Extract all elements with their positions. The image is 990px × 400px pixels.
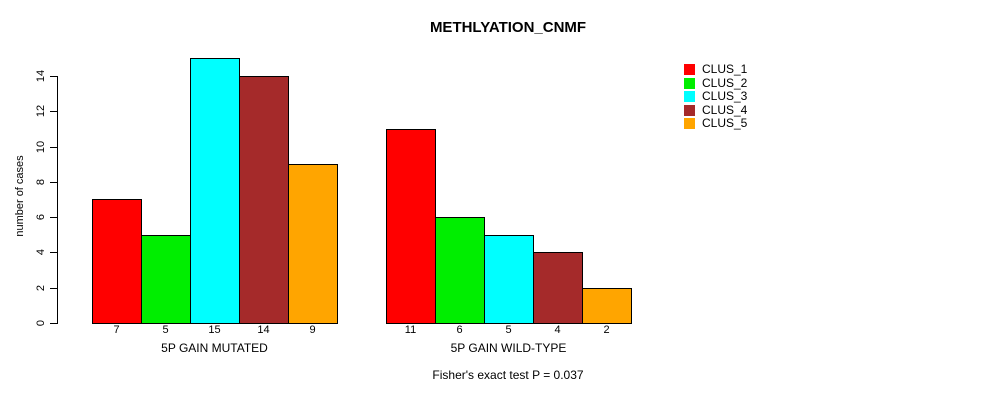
legend-label: CLUS_3 xyxy=(702,89,748,103)
legend-swatch xyxy=(684,104,695,116)
legend-label: CLUS_2 xyxy=(702,75,748,90)
bar xyxy=(288,164,338,324)
legend-swatch xyxy=(684,77,695,89)
bar xyxy=(190,58,240,324)
legend-swatch xyxy=(684,91,695,102)
bar-value-label: 5 xyxy=(505,324,512,336)
bar xyxy=(582,287,632,324)
y-axis-tick xyxy=(50,181,57,183)
y-axis-tick xyxy=(50,252,57,254)
chart-title: METHLYATION_CNMF xyxy=(429,19,587,36)
bar-value-label: 6 xyxy=(456,324,463,336)
bar-value-label: 14 xyxy=(257,324,270,336)
legend-label: CLUS_1 xyxy=(702,62,748,76)
y-axis-tick xyxy=(50,217,57,219)
y-axis-tick xyxy=(50,323,57,324)
annotation-text: Fisher's exact test P = 0.037 xyxy=(432,368,584,382)
legend-label: CLUS_5 xyxy=(702,116,748,130)
y-axis-tick xyxy=(50,75,57,77)
bar-value-label: 2 xyxy=(603,324,610,336)
bar-value-label: 9 xyxy=(309,324,316,336)
bar-value-label: 11 xyxy=(404,324,417,336)
x-group-label: 5P GAIN MUTATED xyxy=(161,341,268,355)
y-axis-tick xyxy=(50,111,57,113)
bar xyxy=(533,252,583,324)
y-axis-tick-label: 12 xyxy=(35,105,47,118)
bar-value-label: 15 xyxy=(208,324,221,336)
y-axis-tick-label: 8 xyxy=(35,178,47,185)
bar xyxy=(484,234,534,324)
bar xyxy=(92,199,142,324)
bar-value-label: 5 xyxy=(162,324,169,336)
y-axis-tick-label: 6 xyxy=(35,214,47,221)
y-axis-label: number of cases xyxy=(14,155,26,237)
legend-swatch xyxy=(684,118,695,129)
y-axis-tick-label: 4 xyxy=(35,249,47,256)
legend-label: CLUS_4 xyxy=(702,102,748,117)
y-axis-tick xyxy=(50,146,57,148)
bar xyxy=(435,217,485,324)
y-axis-tick-label: 14 xyxy=(35,69,47,83)
y-axis-line xyxy=(57,75,58,324)
x-group-label: 5P GAIN WILD-TYPE xyxy=(450,341,567,355)
y-axis-tick-label: 0 xyxy=(35,319,47,327)
y-axis-tick-label: 2 xyxy=(35,284,47,291)
bar xyxy=(386,128,436,324)
bar-value-label: 7 xyxy=(113,324,120,336)
bar xyxy=(239,75,289,324)
y-axis-tick-label: 10 xyxy=(35,140,47,153)
legend-swatch xyxy=(684,64,695,75)
y-axis-tick xyxy=(50,287,57,289)
bar-value-label: 4 xyxy=(554,324,561,336)
bar xyxy=(141,234,191,324)
